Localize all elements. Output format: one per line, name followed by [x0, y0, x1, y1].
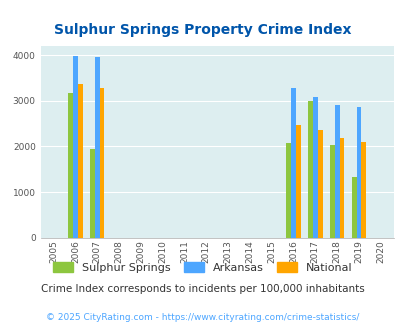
Bar [339, 138, 343, 238]
Bar [329, 145, 334, 238]
Bar [290, 88, 295, 238]
Bar [295, 125, 300, 238]
Bar [100, 88, 104, 238]
Text: Sulphur Springs Property Crime Index: Sulphur Springs Property Crime Index [54, 23, 351, 37]
Bar [351, 178, 356, 238]
Bar [90, 149, 95, 238]
Bar [95, 57, 100, 238]
Bar [68, 93, 73, 238]
Bar [334, 105, 339, 238]
Bar [78, 84, 83, 238]
Legend: Sulphur Springs, Arkansas, National: Sulphur Springs, Arkansas, National [49, 258, 356, 278]
Text: Crime Index corresponds to incidents per 100,000 inhabitants: Crime Index corresponds to incidents per… [41, 284, 364, 294]
Bar [307, 101, 312, 238]
Bar [317, 130, 322, 238]
Bar [356, 107, 360, 238]
Bar [312, 97, 317, 238]
Bar [73, 56, 78, 238]
Bar [286, 143, 290, 238]
Bar [360, 142, 365, 238]
Text: © 2025 CityRating.com - https://www.cityrating.com/crime-statistics/: © 2025 CityRating.com - https://www.city… [46, 313, 359, 322]
